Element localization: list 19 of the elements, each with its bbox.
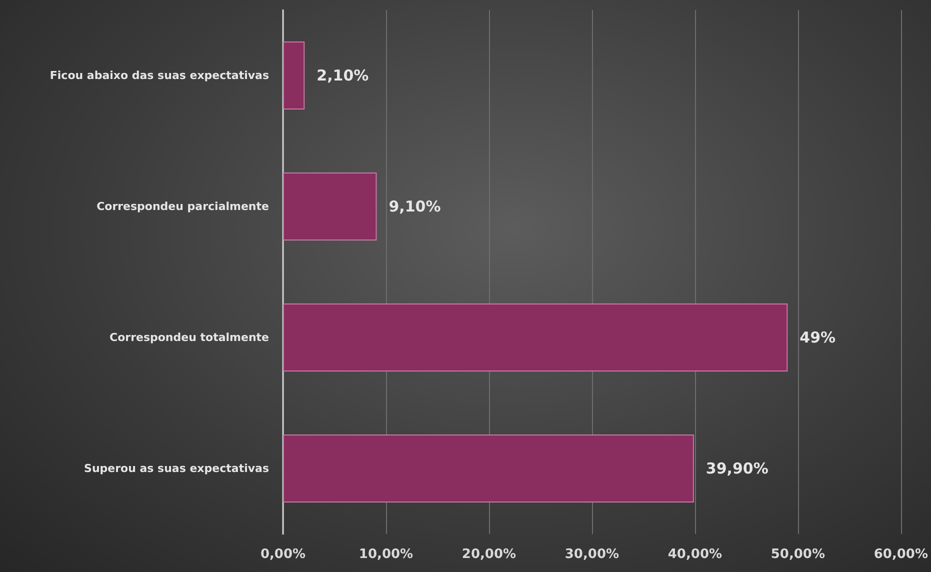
y-tick-label: Superou as suas expectativas [84, 462, 270, 475]
bar [283, 434, 694, 503]
data-label: 39,90% [706, 460, 768, 478]
bar [283, 172, 377, 241]
y-tick-label: Correspondeu parcialmente [96, 200, 269, 213]
data-label: 49% [800, 328, 836, 346]
data-label: 2,10% [316, 66, 369, 84]
x-tick-label: 40,00% [668, 547, 722, 562]
bar [283, 303, 788, 372]
x-tick-label: 0,00% [260, 547, 306, 562]
x-tick-label: 50,00% [770, 547, 826, 562]
x-tick-label: 60,00% [874, 547, 928, 562]
y-tick-label: Correspondeu totalmente [110, 331, 269, 344]
data-label: 9,10% [388, 198, 441, 216]
x-tick-label: 10,00% [358, 547, 414, 562]
x-tick-label: 20,00% [462, 547, 516, 562]
y-tick-label: Ficou abaixo das suas expectativas [50, 69, 270, 82]
x-tick-label: 30,00% [564, 547, 620, 562]
bar [283, 41, 305, 110]
